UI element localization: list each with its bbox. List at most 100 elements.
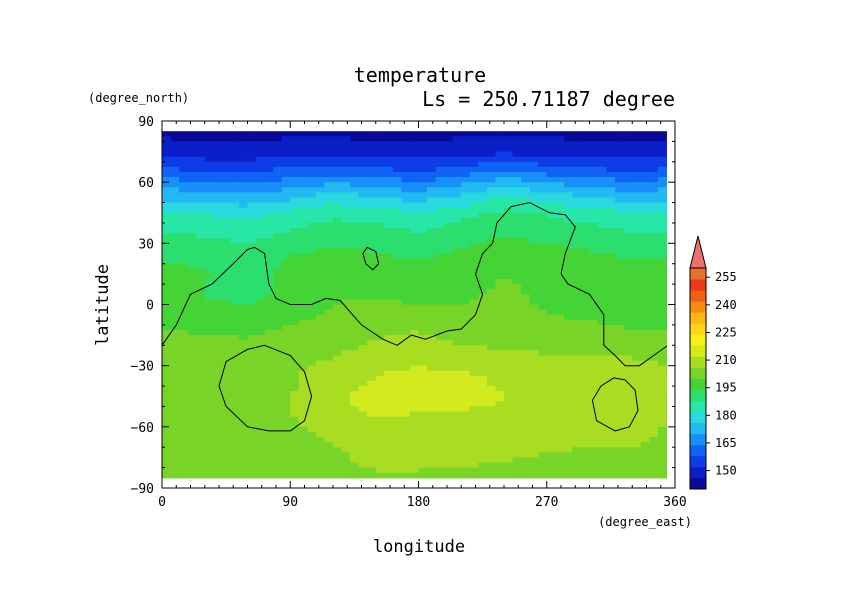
field-cell <box>427 360 437 367</box>
field-cell <box>444 141 454 148</box>
field-cell <box>196 299 206 306</box>
field-cell <box>162 273 172 280</box>
field-cell <box>401 391 411 397</box>
field-cell <box>341 416 351 423</box>
field-cell <box>281 355 291 362</box>
field-cell <box>196 212 206 219</box>
field-cell <box>418 462 428 469</box>
field-cell <box>230 437 240 443</box>
field-cell <box>196 314 206 321</box>
field-cell <box>538 222 548 229</box>
field-cell <box>409 166 420 173</box>
field-cell <box>170 212 180 219</box>
field-cell <box>213 243 223 250</box>
field-cell <box>384 426 394 433</box>
field-cell <box>409 131 420 137</box>
field-cell <box>461 426 471 433</box>
field-cell <box>256 243 266 250</box>
field-cell <box>623 406 633 413</box>
field-cell <box>315 324 326 331</box>
field-cell <box>392 396 402 402</box>
field-cell <box>478 437 488 443</box>
field-cell <box>213 177 223 183</box>
field-cell <box>273 284 283 290</box>
field-cell <box>538 299 548 306</box>
field-cell <box>333 370 343 377</box>
field-cell <box>213 212 223 219</box>
field-cell <box>615 365 625 372</box>
field-cell <box>333 314 343 321</box>
field-cell <box>290 319 300 326</box>
field-cell <box>392 375 402 382</box>
field-cell <box>529 314 539 321</box>
field-cell <box>580 263 591 270</box>
field-cell <box>495 233 505 239</box>
field-cell <box>666 452 667 459</box>
field-cell <box>444 467 454 474</box>
field-cell <box>495 268 505 275</box>
field-cell <box>307 284 317 290</box>
field-cell <box>196 386 206 392</box>
field-cell <box>546 217 556 224</box>
field-cell <box>529 289 539 295</box>
field-cell <box>418 238 428 244</box>
field-cell <box>632 279 642 285</box>
field-cell <box>504 380 514 387</box>
field-cell <box>469 197 479 204</box>
field-cell <box>392 273 402 280</box>
field-cell <box>563 319 573 326</box>
field-cell <box>598 370 608 377</box>
field-cell <box>358 391 368 397</box>
field-cell <box>170 401 180 408</box>
field-cell <box>512 304 522 311</box>
field-cell <box>461 472 471 479</box>
field-cell <box>418 386 428 392</box>
field-cell <box>256 345 266 351</box>
field-cell <box>538 136 548 142</box>
field-cell <box>187 355 197 362</box>
field-cell <box>606 151 616 158</box>
field-cell <box>555 442 565 448</box>
field-cell <box>409 304 420 311</box>
field-cell <box>281 401 291 408</box>
field-cell <box>546 457 556 464</box>
field-cell <box>444 314 454 321</box>
field-cell <box>341 411 351 418</box>
field-cell <box>623 472 633 479</box>
field-cell <box>666 442 667 448</box>
field-cell <box>324 228 334 234</box>
field-cell <box>273 309 283 316</box>
field-cell <box>606 406 616 413</box>
field-cell <box>461 233 471 239</box>
field-cell <box>572 345 582 351</box>
field-cell <box>478 202 488 209</box>
field-cell <box>649 131 659 137</box>
field-cell <box>392 452 402 459</box>
field-cell <box>495 401 505 408</box>
field-cell <box>392 380 402 387</box>
field-cell <box>238 309 249 316</box>
field-cell <box>623 447 633 453</box>
field-cell <box>461 202 471 209</box>
field-cell <box>230 238 240 244</box>
field-cell <box>273 248 283 255</box>
field-cell <box>606 253 616 260</box>
field-cell <box>350 166 360 173</box>
field-cell <box>247 141 257 148</box>
field-cell <box>358 345 368 351</box>
field-cell <box>230 442 240 448</box>
field-cell <box>418 355 428 362</box>
field-cell <box>384 437 394 443</box>
field-cell <box>649 284 659 290</box>
field-cell <box>204 437 214 443</box>
field-cell <box>247 243 257 250</box>
field-cell <box>409 233 420 239</box>
field-cell <box>563 467 573 474</box>
field-cell <box>333 411 343 418</box>
field-cell <box>315 345 326 351</box>
field-cell <box>427 202 437 209</box>
field-cell <box>333 248 343 255</box>
field-cell <box>247 380 257 387</box>
field-cell <box>375 360 385 367</box>
field-cell <box>273 345 283 351</box>
